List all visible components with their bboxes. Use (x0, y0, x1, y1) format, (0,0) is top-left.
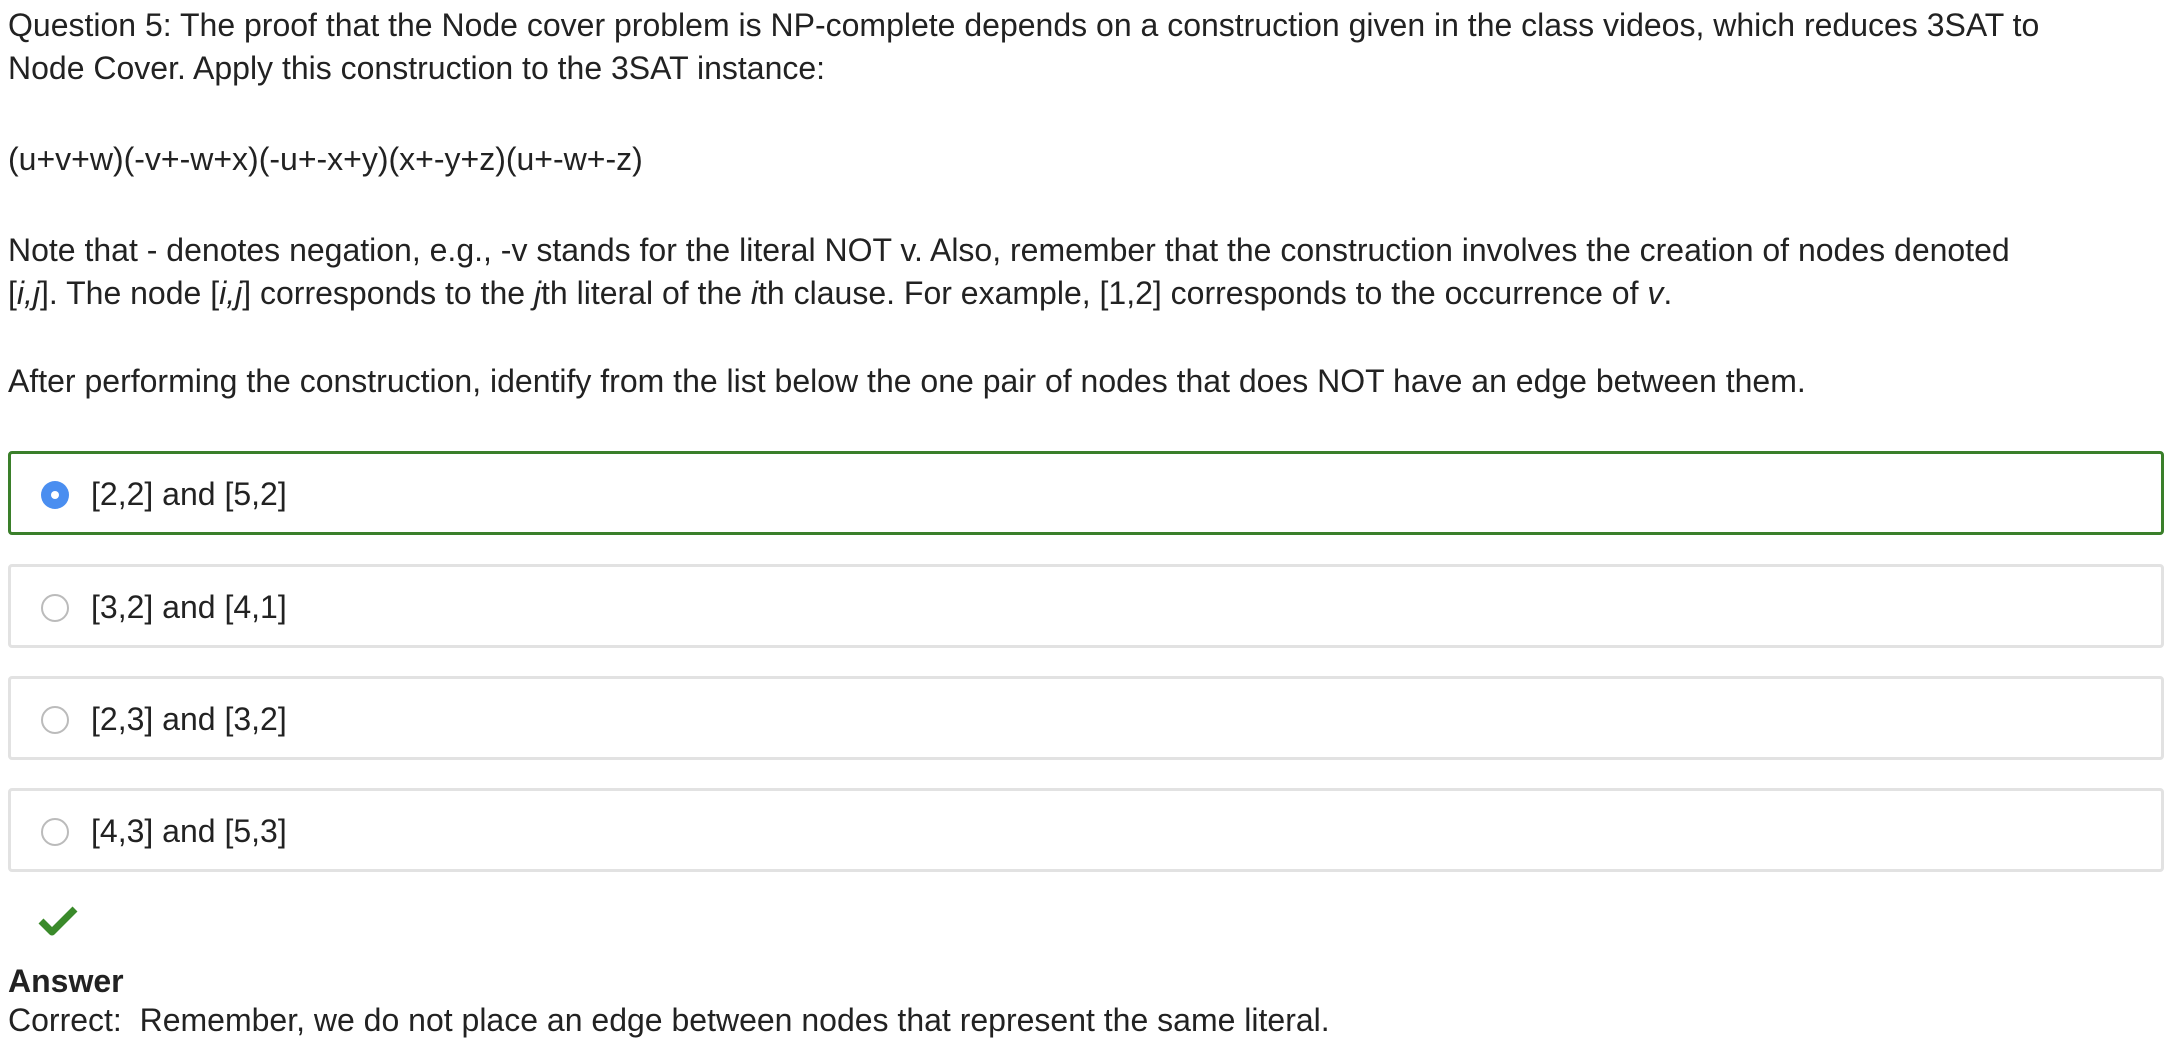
instruction: After performing the construction, ident… (8, 363, 1806, 399)
feedback-text: Correct: Remember, we do not place an ed… (8, 1002, 1330, 1038)
note-text: ]. The node [ (40, 275, 220, 311)
note-text: i,j (219, 275, 243, 311)
answer-option[interactable]: [2,2] and [5,2] (8, 451, 2164, 535)
radio-button[interactable] (41, 706, 69, 734)
option-label: [3,2] and [4,1] (91, 589, 287, 625)
correct-check (38, 906, 78, 936)
formula: (u+v+w)(-v+-w+x)(-u+-x+y)(x+-y+z)(u+-w+-… (8, 141, 643, 177)
note-line: [i,j]. The node [i,j] corresponds to the… (8, 273, 1672, 313)
answer-option[interactable]: [3,2] and [4,1] (8, 564, 2164, 648)
feedback-heading: Answer (8, 963, 124, 999)
option-label: [4,3] and [5,3] (91, 813, 287, 849)
answer-option[interactable]: [2,3] and [3,2] (8, 676, 2164, 760)
note-text: th literal of the (541, 275, 751, 311)
radio-button[interactable] (41, 594, 69, 622)
note-line: Note that - denotes negation, e.g., -v s… (8, 230, 2010, 270)
note-text: ] corresponds to the (242, 275, 534, 311)
answer-option[interactable]: [4,3] and [5,3] (8, 788, 2164, 872)
note-text: . (1663, 275, 1673, 311)
note-text: th clause. For example, [1,2] correspond… (758, 275, 1648, 311)
option-label: [2,3] and [3,2] (91, 701, 287, 737)
note-text: j (533, 275, 542, 311)
option-label: [2,2] and [5,2] (91, 476, 287, 512)
note-text: v (1647, 275, 1664, 311)
question-line: Question 5: The proof that the Node cove… (8, 7, 2040, 43)
radio-button[interactable] (41, 481, 69, 509)
note-text: i (750, 275, 759, 311)
note-text: Note that - denotes negation, e.g., -v s… (8, 232, 2010, 268)
note-text: i,j (16, 275, 40, 311)
note-text: [ (8, 275, 17, 311)
radio-button[interactable] (41, 818, 69, 846)
question-line: Node Cover. Apply this construction to t… (8, 50, 826, 86)
